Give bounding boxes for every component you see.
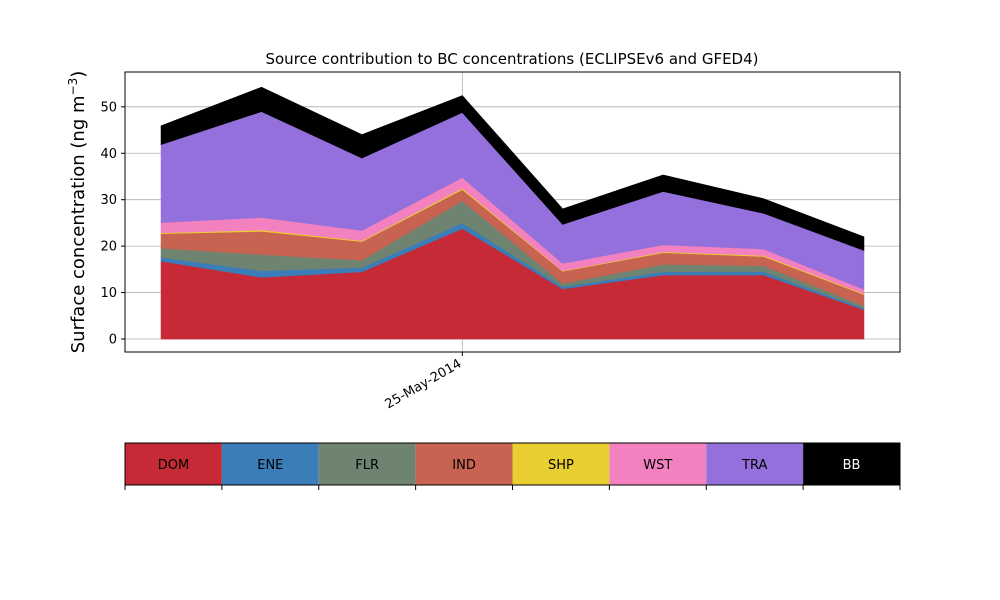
x-tick-label-0: 25-May-2014 (383, 356, 465, 412)
y-axis-label-superscript: −3 (66, 78, 80, 96)
y-axis-label-close: ) (68, 71, 89, 78)
legend-label-bb: BB (843, 458, 861, 473)
legend-label-flr: FLR (355, 458, 379, 473)
legend-swatch-shp (512, 443, 610, 485)
legend-swatch-dom (125, 443, 222, 485)
legend-swatch-tra (706, 443, 804, 485)
y-axis-label-main: Surface concentration (ng m (68, 95, 89, 353)
area-layer (160, 86, 865, 340)
legend-label-ind: IND (452, 458, 476, 473)
y-tick-label-3: 30 (100, 193, 117, 208)
y-tick-label-1: 10 (100, 286, 117, 301)
y-tick-label-4: 40 (100, 147, 117, 162)
y-tick-label-5: 50 (100, 100, 117, 115)
y-tick-label-2: 20 (100, 240, 117, 255)
y-axis-label: Surface concentration (ng m−3) (66, 71, 89, 354)
legend-label-ene: ENE (257, 458, 283, 473)
area-bb (160, 86, 865, 251)
legend-swatch-flr (318, 443, 416, 485)
legend-label-shp: SHP (548, 458, 574, 473)
legend-label-wst: WST (643, 458, 672, 473)
legend-swatch-bb (803, 443, 900, 485)
legend-label-dom: DOM (158, 458, 189, 473)
legend-label-tra: TRA (741, 458, 767, 473)
plot-frame (124, 71, 901, 353)
legend-colorbar: DOM ENE FLR IND SHP WST TRA BB (124, 442, 901, 490)
chart-title: Source contribution to BC concentrations… (265, 50, 758, 68)
y-tick-label-0: 0 (109, 332, 117, 347)
legend-swatch-wst (609, 443, 707, 485)
legend-swatch-ene (221, 443, 319, 485)
legend-swatch-ind (415, 443, 513, 485)
